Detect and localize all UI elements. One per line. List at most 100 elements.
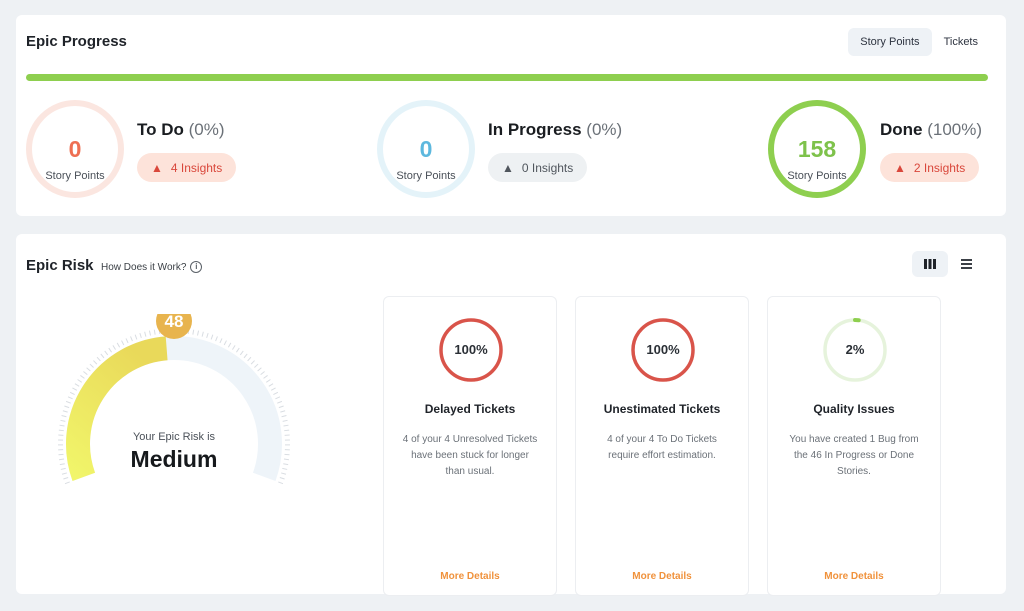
in-progress-label: In Progress (0%) <box>488 120 622 140</box>
gauge-tick <box>239 350 244 356</box>
gauge-tick <box>283 424 289 427</box>
gauge-tick <box>64 405 70 409</box>
quality-description: You have created 1 Bug from the 46 In Pr… <box>789 434 919 477</box>
list-view-button[interactable] <box>948 251 984 277</box>
gauge-tick <box>108 347 112 353</box>
epic-progress-card: Epic Progress Story Points Tickets 0 Sto… <box>16 15 1006 216</box>
gauge-tick <box>58 458 65 461</box>
quality-ring: 2% <box>820 315 890 385</box>
gauge-tick <box>268 383 274 387</box>
risk-level: Medium <box>130 446 218 472</box>
stat-in-progress: 0 Story Points In Progress (0%) ▲ 0 Insi… <box>377 100 677 200</box>
gauge-tick <box>210 334 214 340</box>
done-insights-badge[interactable]: ▲ 2 Insights <box>880 153 980 182</box>
gauge-tick <box>283 458 290 461</box>
risk-card-quality: 2% Quality Issues You have created 1 Bug… <box>767 296 941 596</box>
done-name: Done <box>880 120 923 139</box>
ring-track <box>631 318 695 382</box>
gauge-tick <box>67 396 73 400</box>
todo-percent: (0%) <box>188 120 225 139</box>
how-it-works-label: How Does it Work? <box>101 261 187 273</box>
gauge-tick <box>282 467 288 470</box>
unestimated-more-details-link[interactable]: More Details <box>632 571 692 582</box>
done-ring: 158 Story Points <box>768 100 866 198</box>
story-points-tab[interactable]: Story Points <box>848 28 932 56</box>
gauge-tick <box>130 336 133 342</box>
todo-unit: Story Points <box>45 170 105 182</box>
delayed-description: 4 of your 4 Unresolved Tickets have been… <box>402 434 538 477</box>
risk-gauge: 48 Your Epic Risk is Medium <box>44 303 304 534</box>
delayed-percent: 100% <box>454 342 488 357</box>
ring-track <box>439 318 503 382</box>
gauge-tick <box>69 391 75 396</box>
how-it-works-link[interactable]: How Does it Work? i <box>101 261 203 273</box>
gauge-tick <box>201 331 204 337</box>
gauge-tick <box>62 410 68 413</box>
gauge-tick <box>59 463 65 466</box>
gauge-tick <box>139 332 142 339</box>
epic-risk-title: Epic Risk <box>26 257 94 274</box>
view-toggle <box>912 251 984 277</box>
gauge-tick <box>250 360 255 365</box>
in-progress-insights-label: 0 Insights <box>521 160 574 175</box>
gauge-tick <box>247 356 252 362</box>
in-progress-insights-badge[interactable]: ▲ 0 Insights <box>488 153 588 182</box>
done-unit: Story Points <box>787 170 847 182</box>
gauge-tick <box>125 338 129 344</box>
in-progress-name: In Progress <box>488 120 582 139</box>
delayed-ring: 100% <box>436 315 506 385</box>
done-percent: (100%) <box>927 120 983 139</box>
todo-insights-badge[interactable]: ▲ 4 Insights <box>137 153 237 182</box>
gauge-tick <box>60 467 66 470</box>
gauge-caption: Your Epic Risk is <box>132 431 216 443</box>
metric-toggle: Story Points Tickets <box>848 28 990 56</box>
gauge-tick <box>265 379 271 383</box>
gauge-tick <box>206 332 209 339</box>
delayed-title: Delayed Tickets <box>424 402 516 416</box>
delayed-ring-arc <box>439 318 503 382</box>
gauge-tick <box>60 419 66 422</box>
gauge-tick <box>281 415 287 418</box>
gauge-tick <box>280 410 286 413</box>
gauge-ticks <box>57 328 291 485</box>
unestimated-ring: 100% <box>628 315 698 385</box>
grid-view-button[interactable] <box>912 251 948 277</box>
gauge-tick <box>65 400 71 404</box>
delayed-more-details-link[interactable]: More Details <box>440 571 500 582</box>
list-icon <box>960 259 972 269</box>
quality-more-details-link[interactable]: More Details <box>824 571 884 582</box>
gauge-tick <box>263 375 268 379</box>
gauge-tick <box>236 347 240 353</box>
gauge-tick <box>273 391 279 396</box>
gauge-tick <box>148 330 151 336</box>
gauge-tick <box>134 334 138 340</box>
tickets-tab[interactable]: Tickets <box>943 36 978 48</box>
todo-label: To Do (0%) <box>137 120 225 140</box>
gauge-tick <box>254 363 259 368</box>
warning-icon: ▲ <box>151 160 163 175</box>
columns-icon <box>924 259 936 269</box>
in-progress-percent: (0%) <box>586 120 623 139</box>
todo-ring: 0 Story Points <box>26 100 124 198</box>
todo-insights-label: 4 Insights <box>170 160 223 175</box>
gauge-tick <box>279 477 285 480</box>
gauge-tick <box>104 350 109 356</box>
gauge-tick <box>278 481 284 485</box>
gauge-tick <box>223 340 227 346</box>
gauge-tick <box>58 429 64 432</box>
gauge-tick <box>63 477 69 480</box>
gauge-tick <box>215 336 218 342</box>
gauge-tick <box>232 345 236 350</box>
risk-score: 48 <box>165 314 184 331</box>
in-progress-unit: Story Points <box>396 170 456 182</box>
gauge-tick <box>112 345 116 350</box>
todo-name: To Do <box>137 120 184 139</box>
quality-title: Quality Issues <box>813 402 895 416</box>
in-progress-ring: 0 Story Points <box>377 100 475 198</box>
epic-progress-title: Epic Progress <box>26 33 127 50</box>
gauge-tick <box>64 481 70 485</box>
warning-icon: ▲ <box>894 160 906 175</box>
gauge-tick <box>116 342 121 348</box>
todo-value: 0 <box>68 136 82 162</box>
gauge-tick <box>89 363 94 368</box>
